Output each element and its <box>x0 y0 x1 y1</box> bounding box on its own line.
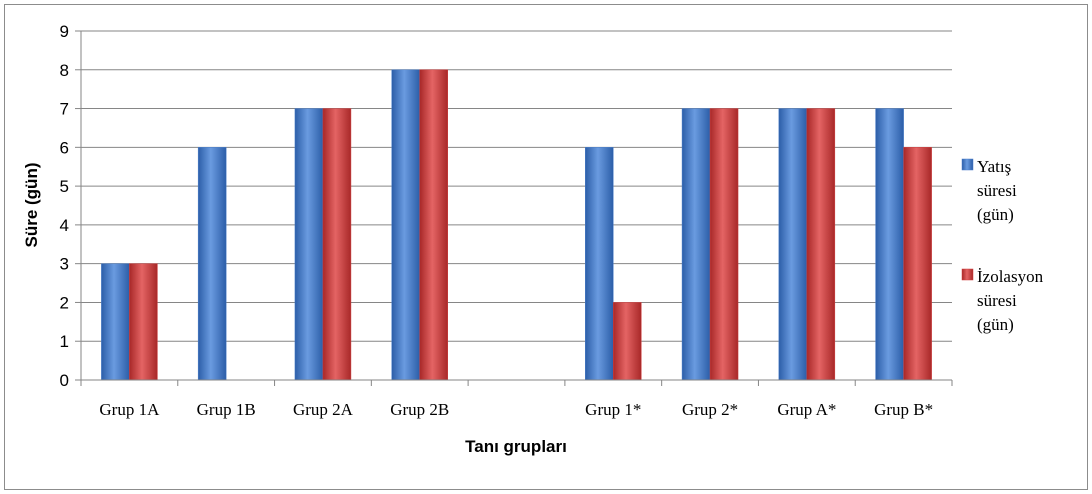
bar-yatis <box>294 108 324 381</box>
bar-yatis <box>681 108 711 381</box>
bar-izolasyon <box>709 108 739 381</box>
axes: 0 1 2 3 4 5 6 7 8 9 Grup 1A Grup 1B Grup 2A Grup 2B Gr… <box>60 22 953 419</box>
y-tick-label: 3 <box>60 255 69 274</box>
y-axis-title: Süre (gün) <box>22 163 41 248</box>
legend-swatch <box>961 158 974 171</box>
legend-label: süresi <box>977 291 1017 310</box>
x-tick-label: Grup A* <box>777 400 836 419</box>
bar-yatis <box>197 147 227 381</box>
bar-yatis <box>585 147 614 381</box>
bar-yatis <box>101 263 130 381</box>
bar-izolasyon <box>806 108 836 381</box>
bar-izolasyon <box>129 263 158 381</box>
x-tick-label: Grup 2B <box>390 400 449 419</box>
bar-yatis <box>391 69 420 381</box>
x-tick-label: Grup B* <box>874 400 933 419</box>
x-tick-label: Grup 1B <box>197 400 256 419</box>
x-tick-label: Grup 2A <box>293 400 354 419</box>
y-tick-label: 4 <box>60 216 69 235</box>
bar-yatis <box>778 108 808 381</box>
bar-yatis <box>875 108 904 381</box>
legend-label: İzolasyon <box>977 267 1044 286</box>
y-tick-label: 0 <box>60 371 69 390</box>
y-tick-label: 8 <box>60 61 69 80</box>
x-tick-label: Grup 1A <box>99 400 160 419</box>
bar-izolasyon <box>613 302 642 381</box>
x-tick-label: Grup 2* <box>682 400 738 419</box>
y-tick-label: 1 <box>60 332 69 351</box>
bar-izolasyon <box>322 108 352 381</box>
bar-izolasyon <box>903 147 932 381</box>
legend-label: Yatış <box>977 157 1011 176</box>
x-axis-title: Tanı grupları <box>465 437 567 456</box>
legend-swatch <box>961 268 974 281</box>
legend-label: (gün) <box>977 205 1014 224</box>
x-tick-label: Grup 1* <box>585 400 641 419</box>
y-tick-label: 2 <box>60 293 69 312</box>
bars <box>101 69 932 381</box>
y-tick-label: 9 <box>60 22 69 41</box>
legend-label: süresi <box>977 181 1017 200</box>
legend-label: (gün) <box>977 315 1014 334</box>
y-tick-label: 6 <box>60 138 69 157</box>
legend: Yatış süresi (gün) İzolasyon süresi (gün) <box>961 157 1044 334</box>
y-tick-label: 5 <box>60 177 69 196</box>
bar-izolasyon <box>419 69 448 381</box>
y-tick-label: 7 <box>60 100 69 119</box>
